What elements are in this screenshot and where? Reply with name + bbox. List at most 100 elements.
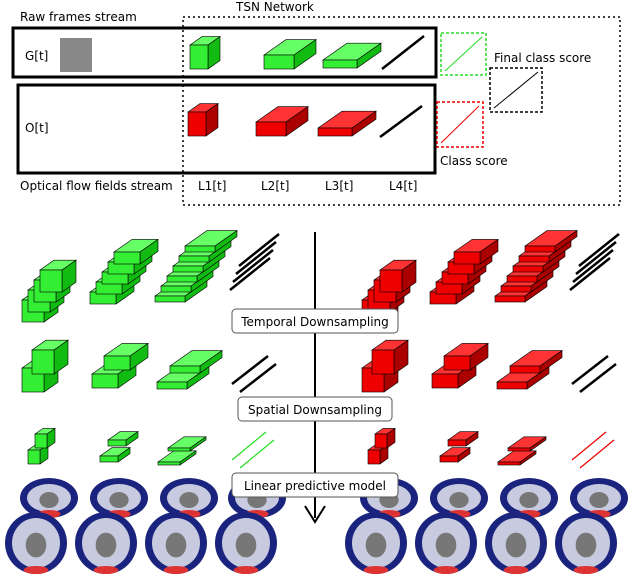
cube-front: [103, 355, 131, 371]
layer-line: [572, 249, 614, 283]
g-stream-box: [11, 26, 438, 79]
cube-front: [518, 255, 550, 263]
layer-line: [232, 249, 274, 283]
cube-front: [371, 349, 395, 375]
cube-front: [497, 461, 521, 466]
cube-front: [156, 381, 188, 390]
g-score-line: [444, 36, 483, 72]
brain-core: [505, 532, 527, 558]
cube-front: [178, 255, 210, 263]
cube-front: [453, 251, 481, 265]
layer-label: L3[t]: [325, 179, 353, 193]
cube-front: [524, 245, 556, 253]
layer-line: [571, 355, 609, 385]
cube-front: [494, 295, 526, 303]
brain-red: [93, 566, 119, 574]
cube-front: [27, 449, 41, 465]
layer-line: [571, 431, 607, 461]
layer-line: [231, 431, 267, 461]
step-box: [237, 396, 393, 422]
step-box: [231, 472, 399, 498]
cube-front: [91, 373, 119, 389]
tsn-box: [182, 16, 621, 206]
brain-core: [449, 492, 469, 508]
layer-line: [238, 233, 280, 267]
tsn-label: TSN Network: [235, 0, 314, 14]
brain-red: [363, 566, 389, 574]
layer-line: [569, 257, 611, 291]
cube-front: [154, 295, 186, 303]
layer-line: [239, 439, 275, 469]
cube-front: [31, 349, 55, 375]
cube-front: [509, 365, 541, 374]
step-label: Spatial Downsampling: [248, 403, 382, 417]
cube-front: [166, 275, 198, 283]
cube-front: [169, 365, 201, 374]
brain-core: [519, 492, 539, 508]
cube-front: [172, 265, 204, 273]
brain-red: [573, 566, 599, 574]
cube-front: [255, 121, 287, 137]
brain-red: [163, 566, 189, 574]
brain-core: [109, 492, 129, 508]
cube-front: [322, 59, 358, 69]
brain-core: [95, 532, 117, 558]
layer-line: [579, 363, 617, 393]
brain-red: [433, 566, 459, 574]
g-score-box: [440, 32, 487, 76]
brain-core: [575, 532, 597, 558]
brain-core: [365, 532, 387, 558]
cube-front: [157, 461, 181, 466]
layer-line: [239, 363, 277, 393]
layer-line: [231, 355, 269, 385]
cube-front: [374, 433, 388, 449]
o-stream-box: [16, 83, 437, 175]
layer-label: L4[t]: [389, 179, 417, 193]
cube-front: [263, 54, 295, 70]
class-score-label: Class score: [440, 154, 508, 168]
brain-core: [589, 492, 609, 508]
cube-front: [431, 373, 459, 389]
brain-core: [39, 492, 59, 508]
brain-red: [503, 566, 529, 574]
cube-front: [500, 285, 532, 293]
cube-front: [507, 447, 531, 452]
brain-core: [435, 532, 457, 558]
cube-front: [443, 355, 471, 371]
brain-red: [23, 566, 49, 574]
cube-front: [367, 449, 381, 465]
step-label: Temporal Downsampling: [240, 315, 389, 329]
cube-front: [167, 447, 191, 452]
layer-line: [575, 241, 617, 275]
cube-front: [506, 275, 538, 283]
step-label: Linear predictive model: [244, 479, 386, 493]
brain-core: [25, 532, 47, 558]
cube-front: [189, 44, 209, 70]
layer-label: L1[t]: [198, 179, 226, 193]
cube-front: [439, 455, 459, 463]
cube-front: [34, 433, 48, 449]
o-score-box: [436, 101, 484, 148]
final-score-label: Final class score: [494, 51, 591, 65]
brain-core: [179, 492, 199, 508]
layer-line: [235, 241, 277, 275]
layer-line: [381, 35, 425, 70]
frame-thumb: [60, 38, 92, 72]
flow-arrow-head: [304, 505, 326, 524]
cube-front: [107, 439, 127, 447]
final-score-line: [493, 71, 539, 109]
cube-front: [160, 285, 192, 293]
step-box: [231, 308, 399, 334]
layer-line: [578, 233, 620, 267]
cube-front: [39, 269, 63, 293]
optical-flow-label: Optical flow fields stream: [20, 179, 173, 193]
cube-front: [99, 455, 119, 463]
brain-red: [233, 566, 259, 574]
layer-label: L2[t]: [261, 179, 289, 193]
cube-front: [184, 245, 216, 253]
final-score-box: [489, 67, 543, 113]
shapes: [5, 35, 628, 574]
brain-core: [165, 532, 187, 558]
layer-line: [579, 439, 615, 469]
